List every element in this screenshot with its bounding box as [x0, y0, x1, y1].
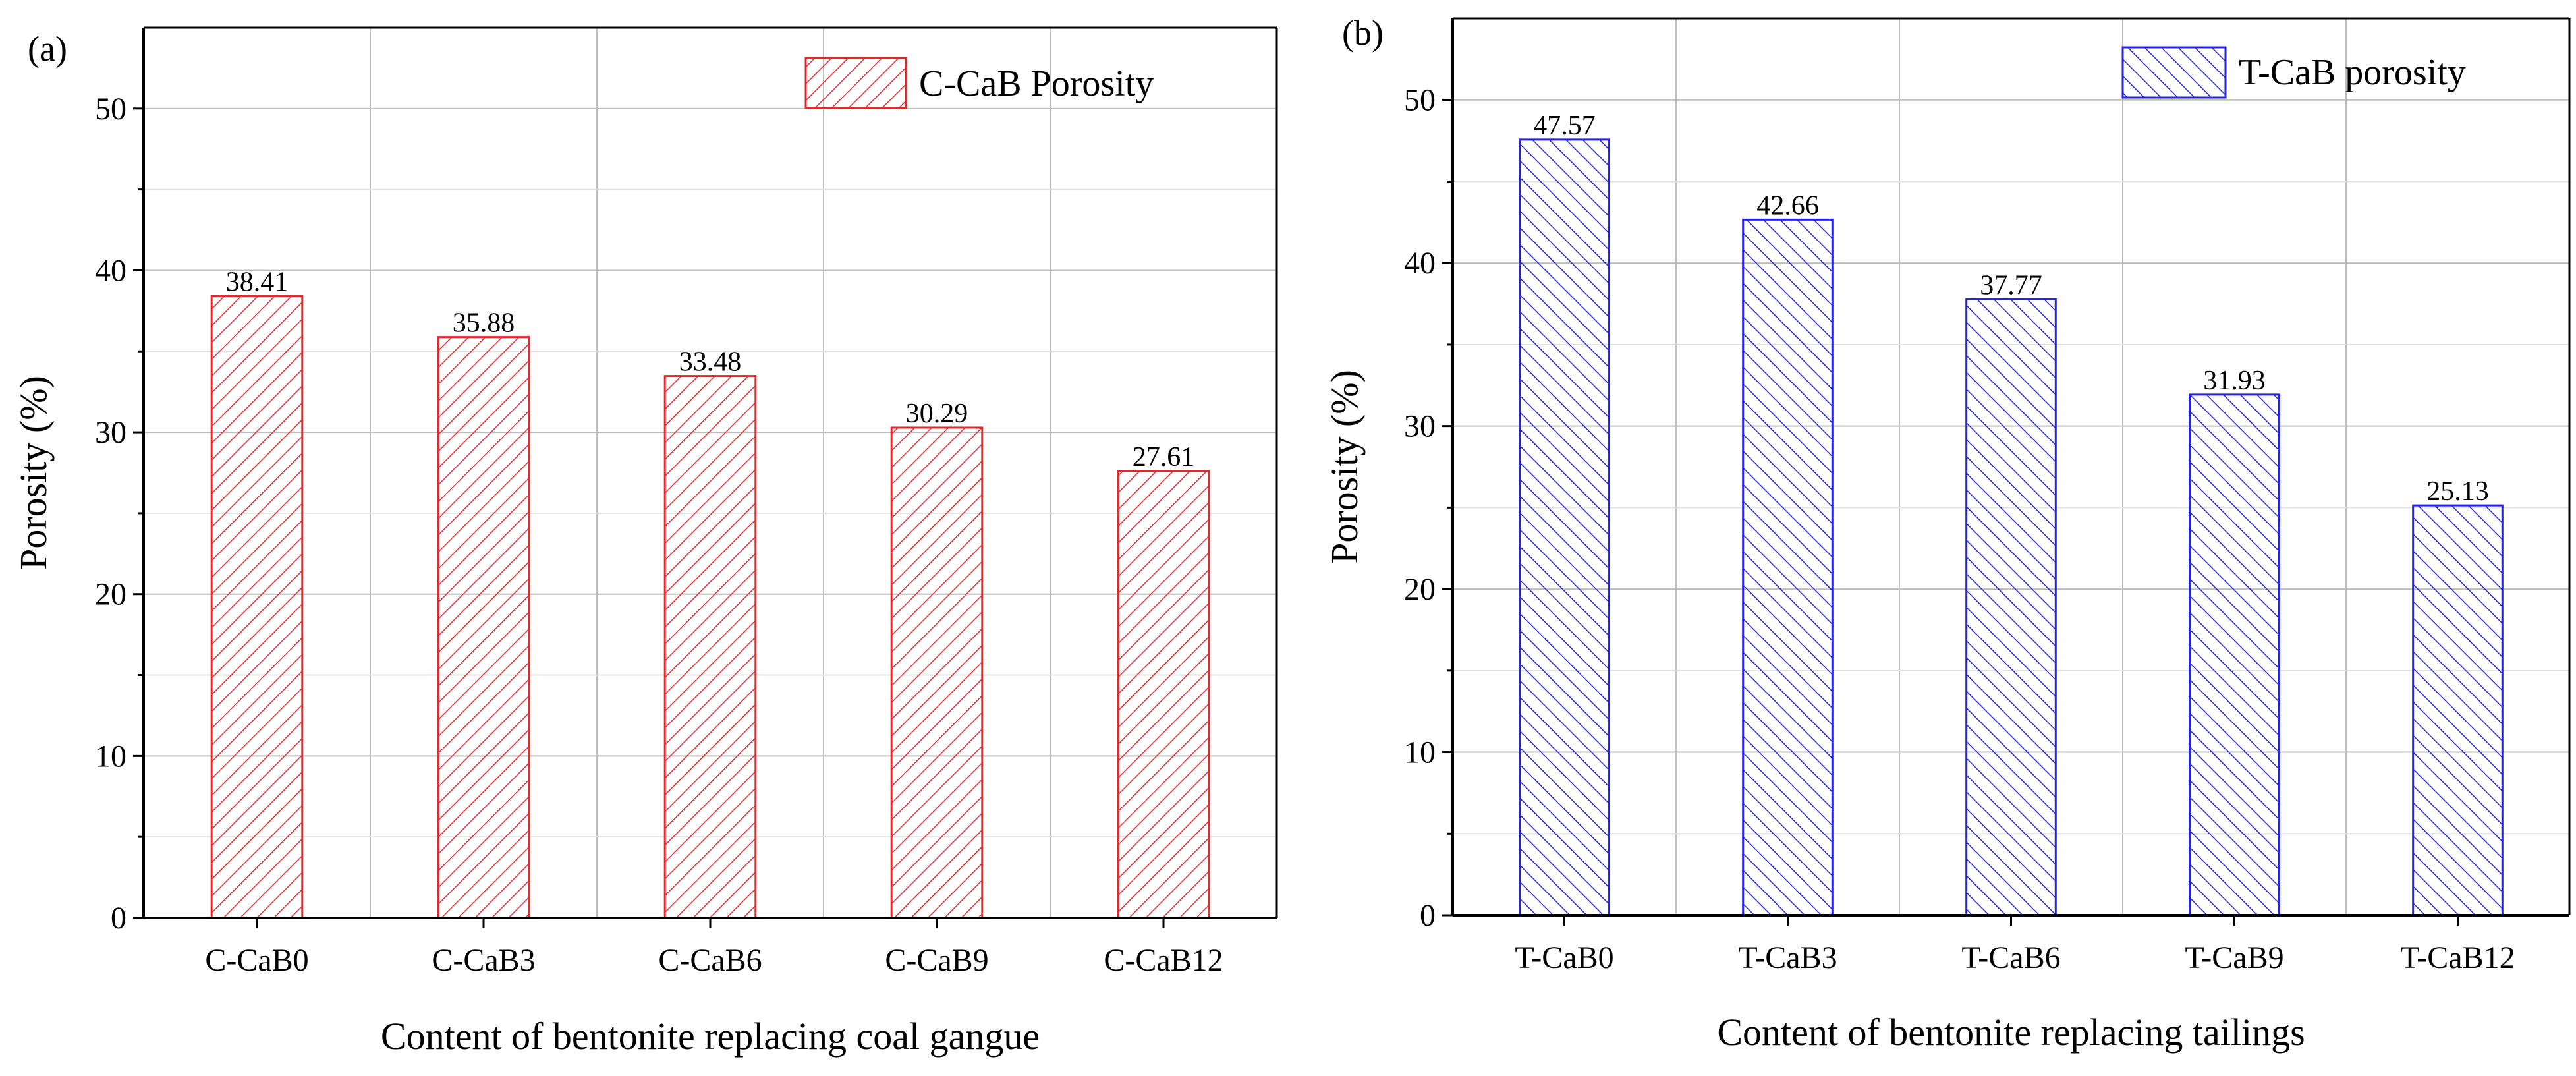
panel-a: 38.41 35.88 33.48 30.29 27.61 0 10 20 30 40 50 C-Ca…	[12, 26, 1278, 1058]
data-label: 30.29	[906, 399, 968, 429]
x-tick-label: C-CaB9	[885, 943, 988, 978]
legend-label: C-CaB Porosity	[919, 63, 1154, 104]
data-label: 35.88	[453, 308, 515, 339]
data-label: 47.57	[1533, 111, 1596, 141]
y-tick-label: 50	[95, 92, 126, 127]
x-tick-label: T-CaB3	[1738, 940, 1837, 975]
legend-swatch	[804, 57, 907, 109]
x-tick-label: C-CaB12	[1104, 943, 1223, 978]
y-axis-title: Porosity (%)	[12, 376, 55, 570]
y-tick-label: 20	[95, 577, 126, 612]
bar-t-cab12	[2412, 504, 2504, 917]
bar-t-cab0	[1519, 138, 1610, 917]
bar-t-cab3	[1742, 218, 1834, 917]
panel-b: 47.57 42.66 37.77 31.93 25.13 0 10 20 30 40 50 T-Ca…	[1323, 13, 2571, 1054]
data-label: 33.48	[679, 347, 742, 378]
panel-label: (a)	[28, 29, 67, 69]
bar-c-cab9	[890, 426, 984, 919]
y-tick-label: 10	[95, 739, 126, 774]
x-tick-label: T-CaB6	[1961, 940, 2060, 975]
data-label: 37.77	[1980, 270, 2042, 300]
y-axis-title: Porosity (%)	[1323, 370, 1366, 564]
x-axis-title: Content of bentonite replacing tailings	[1717, 1011, 2305, 1054]
data-label: 42.66	[1756, 190, 1819, 221]
bar-c-cab12	[1117, 470, 1210, 919]
y-tick-label: 20	[1404, 572, 1436, 607]
data-label: 31.93	[2203, 366, 2266, 396]
legend-label: T-CaB porosity	[2239, 52, 2466, 93]
data-label: 38.41	[226, 268, 289, 298]
y-tick-label: 40	[95, 253, 126, 288]
y-tick-label: 30	[1404, 409, 1436, 444]
y-tick-label: 10	[1404, 735, 1436, 770]
x-tick-label: C-CaB3	[432, 943, 535, 978]
y-tick-label: 50	[1404, 83, 1436, 118]
x-tick-label: T-CaB0	[1515, 940, 1613, 975]
x-tick-label: T-CaB9	[2185, 940, 2283, 975]
panel-label: (b)	[1342, 13, 1384, 53]
x-axis-title: Content of bentonite replacing coal gang…	[381, 1015, 1040, 1058]
y-tick-label: 0	[111, 901, 126, 936]
y-tick-label: 40	[1404, 246, 1436, 281]
y-tick-label: 30	[95, 415, 126, 450]
data-label: 25.13	[2426, 476, 2489, 507]
bar-t-cab6	[1965, 298, 2057, 917]
bar-c-cab0	[210, 295, 304, 919]
y-tick-label: 0	[1420, 898, 1436, 933]
x-tick-label: C-CaB6	[658, 943, 762, 978]
bar-t-cab9	[2189, 393, 2280, 917]
x-tick-label: C-CaB0	[205, 943, 308, 978]
x-tick-label: T-CaB12	[2400, 940, 2515, 975]
bar-c-cab6	[663, 375, 757, 919]
legend-swatch	[2121, 46, 2227, 99]
bar-c-cab3	[437, 336, 530, 919]
data-label: 27.61	[1133, 442, 1195, 472]
